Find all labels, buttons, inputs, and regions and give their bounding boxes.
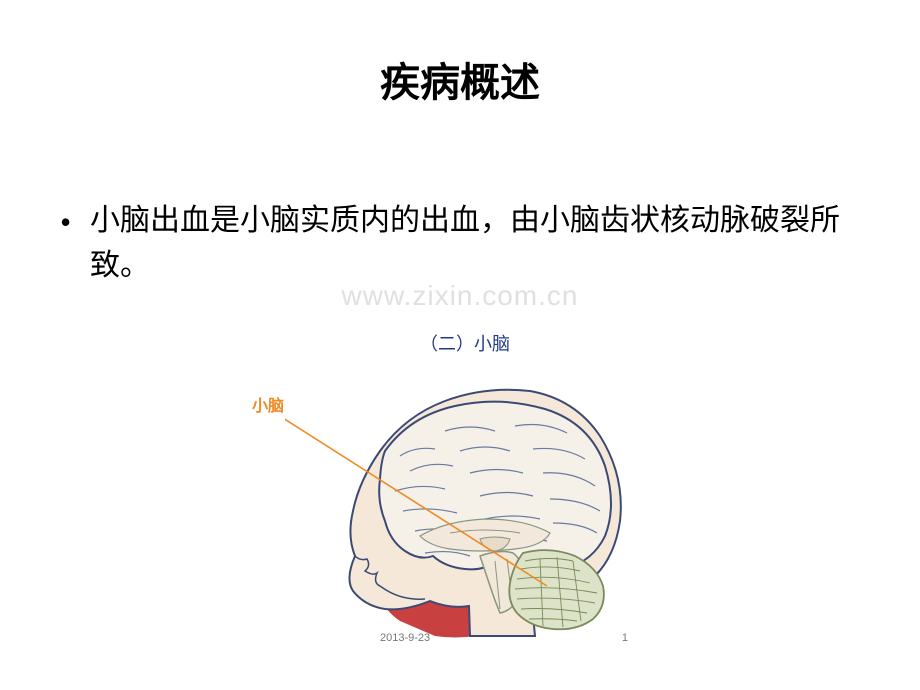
page-title: 疾病概述 bbox=[60, 50, 860, 108]
bullet-text: 小脑出血是小脑实质内的出血，由小脑齿状核动脉破裂所致。 bbox=[60, 198, 860, 288]
brain-diagram: （二）小脑 小脑 bbox=[260, 330, 670, 650]
watermark: www.zixin.com.cn bbox=[342, 280, 579, 312]
diagram-date: 2013-9-23 bbox=[380, 632, 430, 644]
brain-illustration bbox=[285, 361, 645, 641]
slide: 疾病概述 小脑出血是小脑实质内的出血，由小脑齿状核动脉破裂所致。 www.zix… bbox=[0, 0, 920, 690]
diagram-subheading: （二）小脑 bbox=[260, 330, 670, 356]
cerebellum-label: 小脑 bbox=[252, 392, 284, 416]
diagram-page-number: 1 bbox=[622, 632, 628, 644]
